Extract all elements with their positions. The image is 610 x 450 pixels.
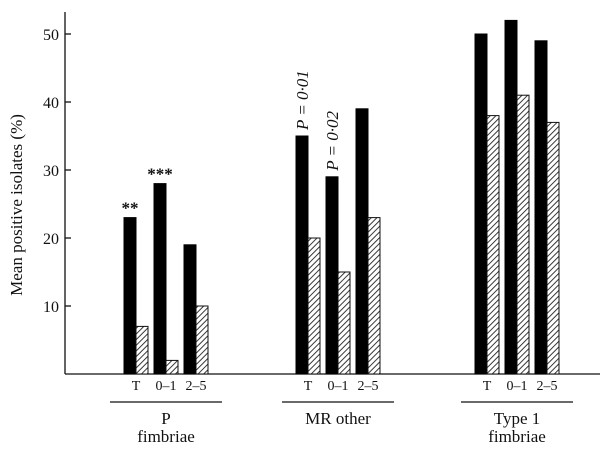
bar-hatched <box>546 121 560 375</box>
bar-solid <box>355 108 369 375</box>
category-label: 2–5 <box>358 379 379 394</box>
category-label: T <box>304 379 313 394</box>
bar-solid <box>123 217 137 375</box>
y-tick-label: 50 <box>43 27 59 44</box>
bar-hatched <box>486 115 500 375</box>
group-label: MR other <box>305 409 371 428</box>
bar-solid <box>474 33 488 375</box>
bar-hatched <box>195 305 209 375</box>
bar-hatched <box>307 237 321 375</box>
significance-annotation: P = 0·02 <box>323 111 342 172</box>
y-axis-label: Mean positive isolates (%) <box>7 114 26 296</box>
category-label: 0–1 <box>328 379 349 394</box>
significance-annotation: P = 0·01 <box>293 70 312 131</box>
bars <box>123 19 560 375</box>
category-label: 2–5 <box>537 379 558 394</box>
bar-hatched <box>516 94 530 375</box>
significance-annotation: *** <box>147 165 173 184</box>
category-label: T <box>483 379 492 394</box>
bar-hatched <box>135 325 149 375</box>
bar-solid <box>153 183 167 375</box>
bar-hatched <box>165 359 179 375</box>
bar-hatched <box>337 271 351 375</box>
bar-solid <box>534 40 548 375</box>
bar-solid <box>325 176 339 375</box>
category-label: 0–1 <box>156 379 177 394</box>
significance-annotation: ** <box>122 199 139 218</box>
y-tick-label: 10 <box>43 299 59 316</box>
group-label: fimbriae <box>488 427 546 446</box>
y-tick-label: 20 <box>43 231 59 248</box>
bar-solid <box>504 19 518 375</box>
bar-solid <box>295 135 309 375</box>
category-label: 2–5 <box>186 379 207 394</box>
y-tick-label: 30 <box>43 163 59 180</box>
bar-solid <box>183 244 197 375</box>
y-tick-label: 40 <box>43 95 59 112</box>
group-label: fimbriae <box>137 427 195 446</box>
category-label: 0–1 <box>507 379 528 394</box>
group-label: Type 1 <box>494 409 541 428</box>
category-label: T <box>132 379 141 394</box>
group-label: P <box>161 409 170 428</box>
bar-hatched <box>367 217 381 375</box>
